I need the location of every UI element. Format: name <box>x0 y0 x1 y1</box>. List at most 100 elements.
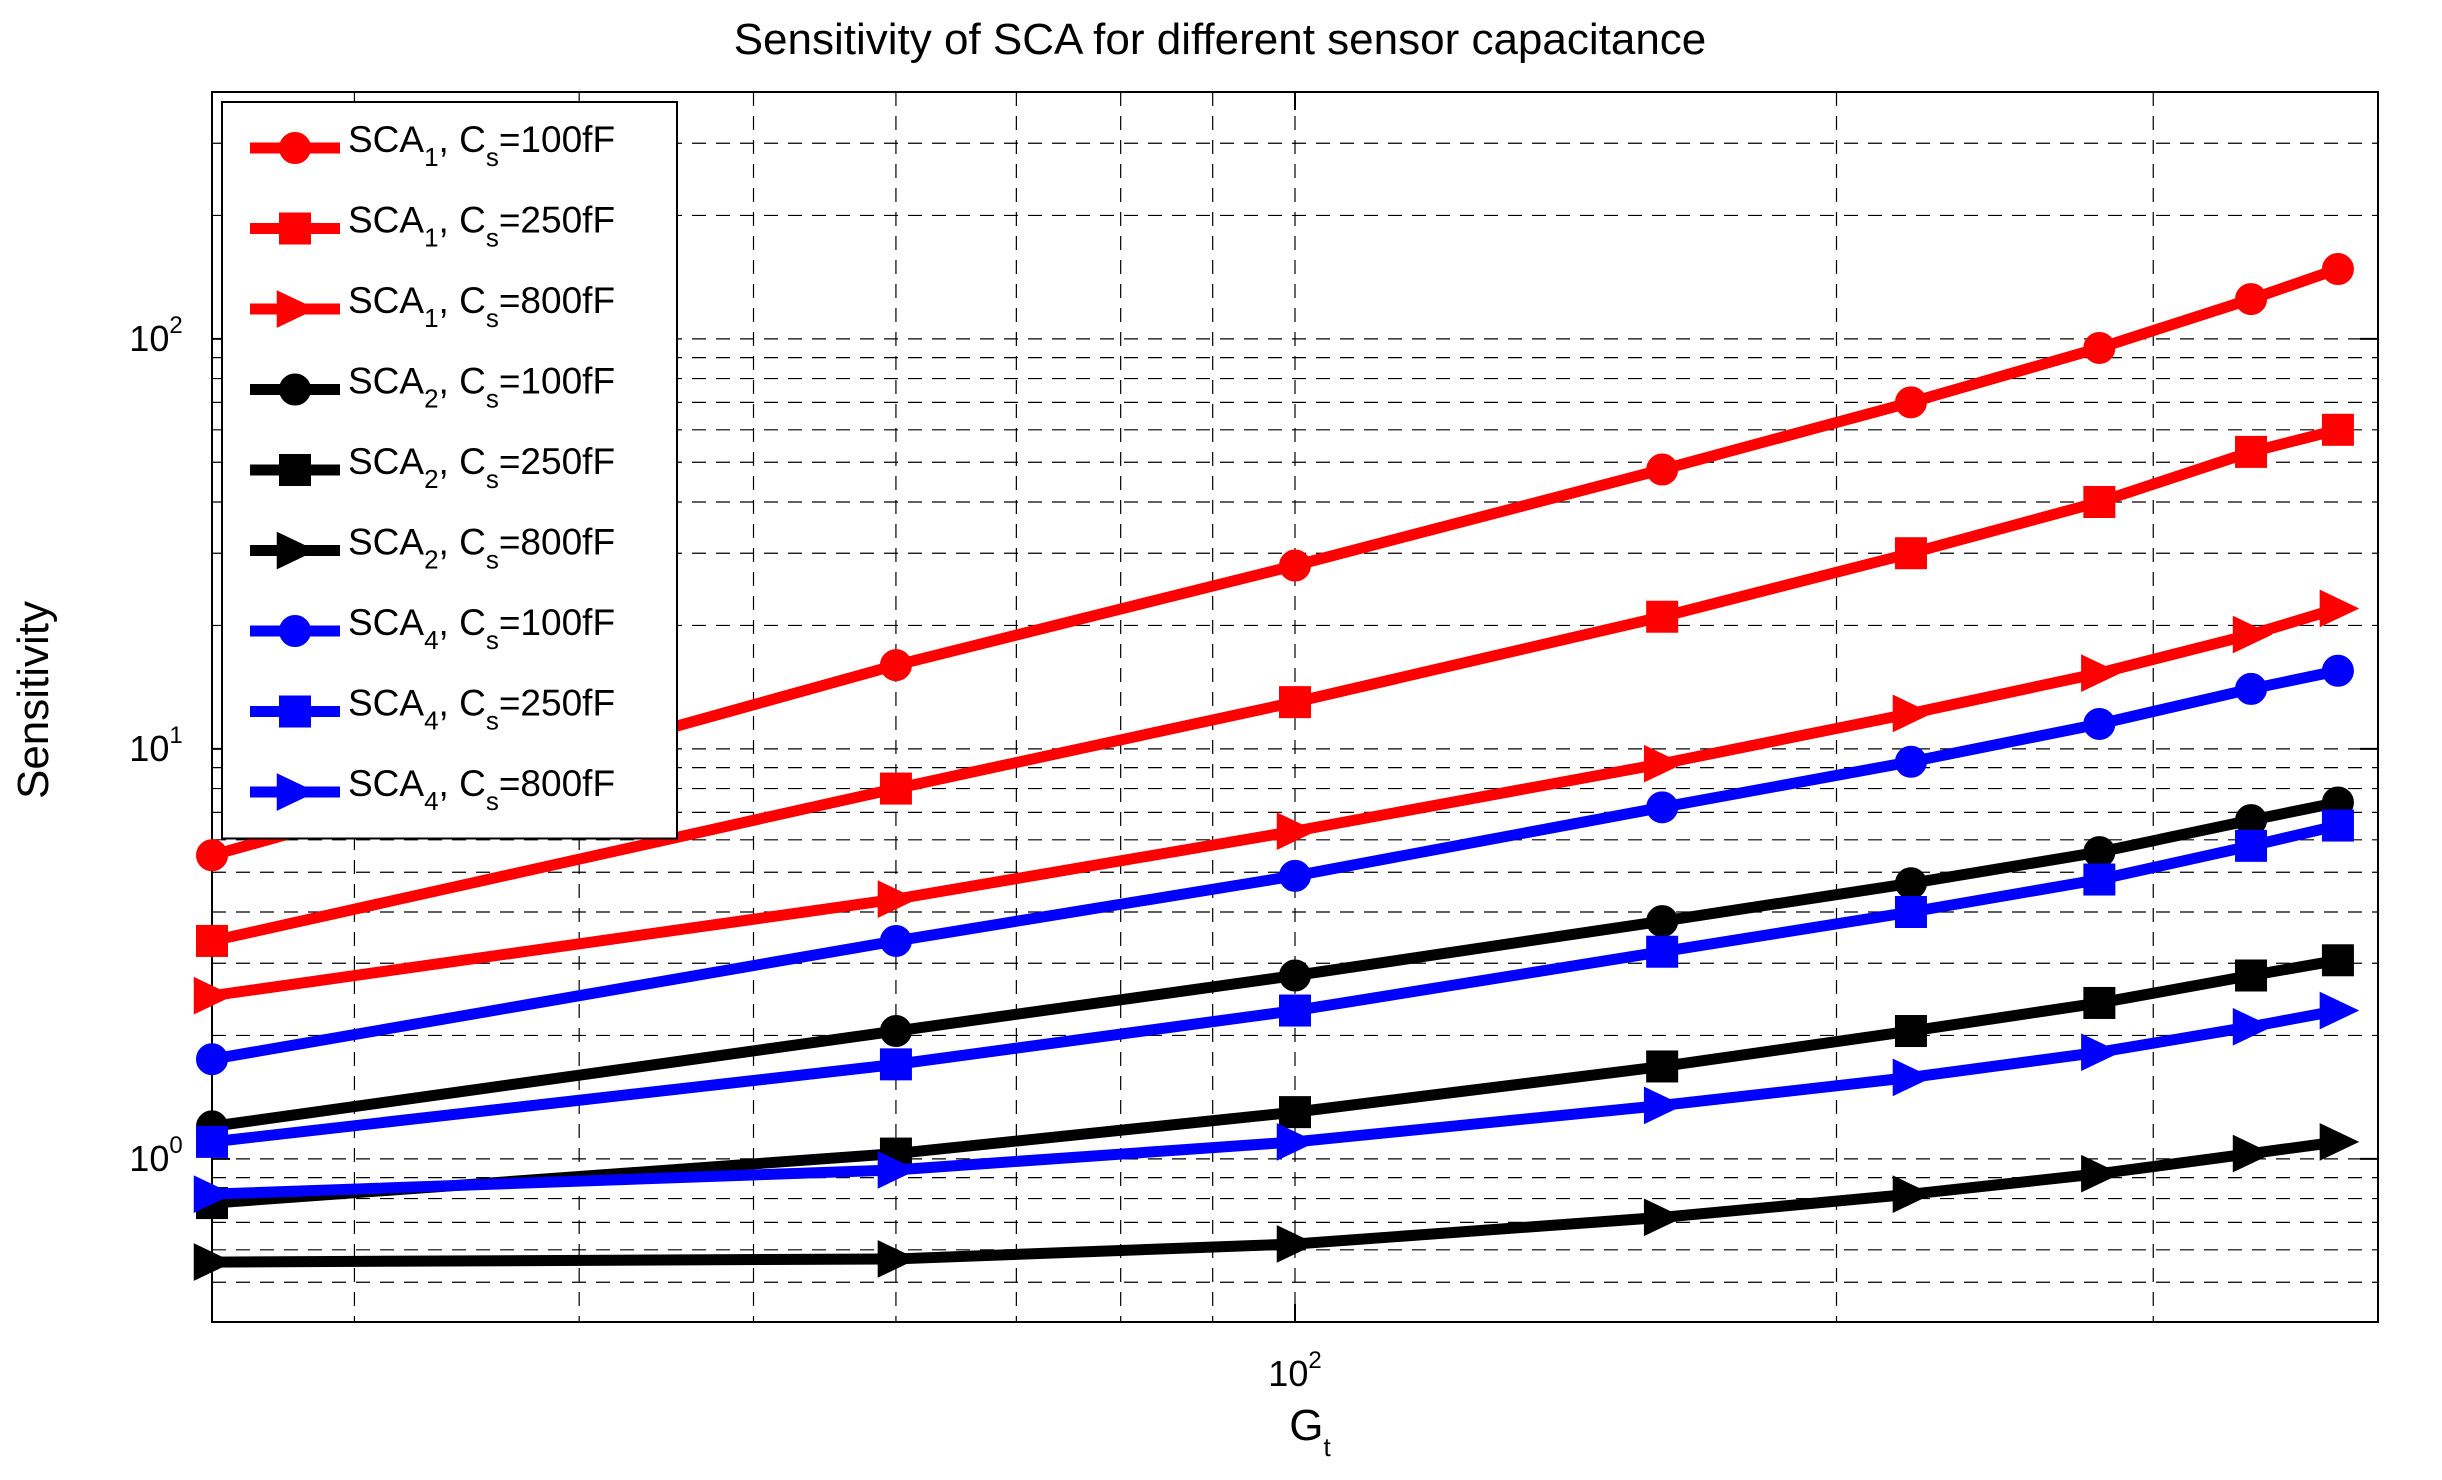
legend-label-sca-sub: 1 <box>424 303 438 333</box>
legend-label-sca: SCA <box>348 522 424 563</box>
legend-label-cs-value: =800fF <box>499 522 615 563</box>
legend-label-cs-value: =800fF <box>499 763 615 804</box>
legend-label-cs-value: =250fF <box>499 683 615 724</box>
data-point <box>1276 1225 1317 1263</box>
data-point <box>1892 1175 1933 1214</box>
data-point <box>193 976 234 1015</box>
data-point <box>1643 744 1684 783</box>
legend-label-cs: , C <box>439 763 486 804</box>
legend-label-cs: , C <box>439 280 486 321</box>
series-9 <box>193 991 2360 1214</box>
data-point <box>1894 1015 1927 1048</box>
legend-label-cs-sub: s <box>486 625 499 655</box>
legend-label-sca: SCA <box>348 119 424 160</box>
legend-label-cs-sub: s <box>486 786 499 816</box>
data-point <box>1894 537 1927 570</box>
data-point <box>2232 615 2273 654</box>
legend-label-sca-sub: 4 <box>424 706 438 736</box>
legend-label: SCA1, Cs=100fF <box>348 119 615 172</box>
legend-label-cs-sub: s <box>486 303 499 333</box>
legend-label-cs-value: =100fF <box>499 602 615 643</box>
series-line <box>211 1005 2339 1200</box>
data-point <box>1646 791 1679 824</box>
series-line <box>211 797 2340 1132</box>
legend-label-cs: , C <box>439 200 486 241</box>
legend-swatch-marker <box>279 695 311 728</box>
data-point <box>879 1015 912 1048</box>
y-tick-label: 102 <box>129 312 182 359</box>
legend-label-cs: , C <box>439 441 486 482</box>
legend-label-sca: SCA <box>348 763 424 804</box>
data-point <box>2081 1033 2121 1072</box>
legend-label: SCA2, Cs=100fF <box>348 361 615 414</box>
y-tick-label: 100 <box>129 1132 182 1179</box>
legend-label-sca-sub: 4 <box>424 786 438 816</box>
x-axis-label-base: G <box>1289 1401 1323 1450</box>
legend-label-sca: SCA <box>348 441 424 482</box>
data-point <box>877 1151 918 1189</box>
data-point <box>2083 836 2116 869</box>
data-point <box>2235 435 2268 468</box>
data-point <box>196 924 228 957</box>
series-line <box>211 603 2340 1002</box>
series-3 <box>193 589 2360 1015</box>
data-point <box>2235 829 2268 862</box>
legend-swatch-marker <box>279 373 311 406</box>
series-line <box>211 1136 2339 1268</box>
data-point <box>2083 486 2116 518</box>
legend-label-cs-value: =100fF <box>499 119 615 160</box>
data-point <box>2232 1007 2273 1046</box>
data-point <box>2321 253 2354 286</box>
data-point <box>2083 331 2116 364</box>
data-point <box>2321 809 2354 842</box>
legend-item: SCA2, Cs=250fF <box>250 441 615 494</box>
data-point <box>193 1175 234 1214</box>
data-point <box>2321 944 2354 977</box>
data-point <box>2319 991 2360 1030</box>
y-axis-label: Sensitivity <box>9 601 58 799</box>
data-point <box>2235 283 2268 316</box>
series-1 <box>196 253 2354 872</box>
legend-item: SCA1, Cs=800fF <box>250 280 615 333</box>
legend-label-cs-sub: s <box>486 464 499 494</box>
legend-label: SCA4, Cs=250fF <box>348 683 615 736</box>
legend-label: SCA1, Cs=800fF <box>348 280 615 333</box>
y-tick-label-base: 10 <box>129 728 169 769</box>
x-axis-label: Gt <box>1289 1401 1331 1462</box>
legend-label: SCA1, Cs=250fF <box>348 200 615 253</box>
y-tick-label-base: 10 <box>129 1138 169 1179</box>
data-point <box>2081 654 2121 692</box>
legend-label-cs: , C <box>439 522 486 563</box>
legend-label-cs-sub: s <box>486 223 499 253</box>
legend-label-cs-value: =800fF <box>499 280 615 321</box>
legend-swatch-marker <box>276 290 317 328</box>
x-tick-label-exp: 2 <box>1308 1347 1321 1374</box>
data-point <box>196 1125 228 1158</box>
legend-label-sca: SCA <box>348 683 424 724</box>
data-point <box>2319 1123 2360 1161</box>
data-point <box>2232 1134 2273 1173</box>
legend-label: SCA4, Cs=100fF <box>348 602 615 655</box>
legend-label-cs-value: =100fF <box>499 361 615 402</box>
data-point <box>2321 413 2354 446</box>
data-point <box>2083 863 2116 896</box>
y-tick-label-exp: 2 <box>169 312 182 339</box>
legend-swatch-marker <box>279 615 311 647</box>
legend-label-cs-sub: s <box>486 384 499 414</box>
legend-swatch-marker <box>279 454 311 486</box>
data-point <box>1646 453 1679 486</box>
legend-label-sca-sub: 4 <box>424 625 438 655</box>
data-point <box>879 772 912 805</box>
data-point <box>1894 896 1927 928</box>
legend-label-sca-sub: 1 <box>424 142 438 172</box>
legend-label-sca: SCA <box>348 602 424 643</box>
data-point <box>879 1048 912 1081</box>
x-axis-label-sub: t <box>1324 1432 1332 1462</box>
data-point <box>1279 959 1311 992</box>
data-point <box>1646 600 1679 633</box>
series-line <box>211 954 2339 1209</box>
